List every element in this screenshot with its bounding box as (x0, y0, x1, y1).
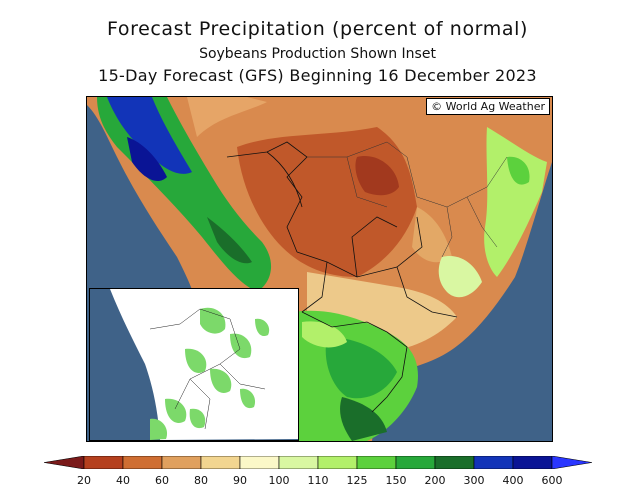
legend-segment (83, 456, 124, 469)
precipitation-map: © World Ag Weather (86, 96, 553, 442)
legend-colorbar (44, 456, 592, 469)
legend-tick-label: 80 (194, 474, 208, 487)
state-borders (307, 141, 508, 258)
legend-segment (395, 456, 436, 469)
legend-tick-label: 125 (346, 474, 368, 487)
legend-tick-label: 110 (307, 474, 329, 487)
legend-segment (434, 456, 475, 469)
legend-segment (200, 456, 241, 469)
legend-tick-label: 150 (385, 474, 407, 487)
legend-tick-label: 400 (502, 474, 524, 487)
soybean-production-inset (89, 288, 299, 441)
map-title: Forecast Precipitation (percent of norma… (107, 18, 528, 40)
legend-tick-label: 300 (463, 474, 485, 487)
legend-tick-label: 20 (77, 474, 91, 487)
inset-canvas (90, 289, 298, 440)
legend-tick-label: 200 (424, 474, 446, 487)
soybean-areas (150, 307, 270, 440)
credit-label: © World Ag Weather (426, 98, 550, 115)
legend-segment (356, 456, 397, 469)
legend-tick-label: 600 (541, 474, 563, 487)
legend-segment (512, 456, 553, 469)
legend-segment (317, 456, 358, 469)
legend-segment (122, 456, 163, 469)
legend-tick-labels: 20 40 60 80 90 100 110 125 150 200 300 400 600 (0, 474, 635, 490)
precipitation-map-canvas (87, 97, 552, 441)
map-subtitle: Soybeans Production Shown Inset (199, 46, 436, 62)
legend-segment (278, 456, 319, 469)
legend-segment (239, 456, 280, 469)
legend-tick-label: 40 (116, 474, 130, 487)
very-dry-area (355, 156, 399, 196)
legend-tick-label: 100 (268, 474, 290, 487)
legend-segment (551, 456, 592, 469)
country-borders (226, 141, 458, 413)
legend-segment (161, 456, 202, 469)
legend-segment (44, 456, 85, 469)
legend-tick-label: 60 (155, 474, 169, 487)
east-coast-wet (484, 127, 547, 277)
forecast-period: 15-Day Forecast (GFS) Beginning 16 Decem… (98, 66, 537, 85)
legend-tick-label: 90 (233, 474, 247, 487)
legend-segment (473, 456, 514, 469)
